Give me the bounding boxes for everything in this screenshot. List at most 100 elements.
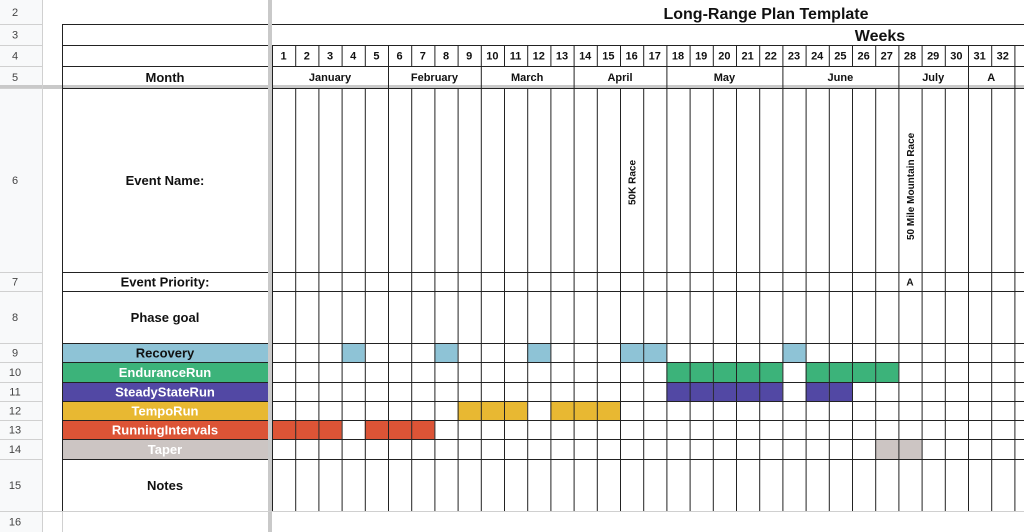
phase-label: SteadyStateRun [115, 385, 215, 400]
week-number: 17 [649, 51, 661, 63]
phase-week-cell[interactable] [457, 401, 481, 420]
weeks-label: Weeks [855, 28, 906, 45]
phase-week-cell[interactable] [666, 362, 690, 382]
phase-label-cell[interactable] [62, 420, 268, 439]
month-label: January [309, 72, 352, 84]
phase-week-cell[interactable] [272, 420, 296, 439]
phase-week-cell[interactable] [318, 420, 342, 439]
week-number: 24 [811, 51, 824, 63]
row-number: 7 [12, 277, 18, 289]
phase-week-cell[interactable] [828, 362, 852, 382]
week-number: 2 [304, 51, 310, 63]
phase-week-cell[interactable] [759, 382, 783, 401]
frozen-column-divider[interactable] [268, 0, 272, 532]
row-number: 13 [9, 425, 21, 437]
phase-week-cell[interactable] [712, 362, 736, 382]
month-label: Month [146, 70, 185, 85]
week-number: 32 [997, 51, 1009, 63]
phase-week-cell[interactable] [643, 343, 667, 362]
row-number: 16 [9, 517, 21, 529]
event-name-label: Event Name: [126, 173, 205, 188]
notes-label: Notes [147, 478, 183, 493]
phase-week-cell[interactable] [782, 343, 806, 362]
week-number: 16 [625, 51, 637, 63]
phase-week-cell[interactable] [596, 401, 620, 420]
phase-week-cell[interactable] [805, 362, 829, 382]
phase-label-cell[interactable] [62, 439, 268, 459]
week-number: 31 [973, 51, 985, 63]
phase-week-cell[interactable] [434, 343, 458, 362]
event-name: 50K Race [628, 160, 639, 205]
phase-week-cell[interactable] [666, 382, 690, 401]
phase-label: Taper [148, 442, 182, 457]
week-number: 5 [373, 51, 379, 63]
phase-week-cell[interactable] [736, 362, 760, 382]
phase-week-cell[interactable] [527, 343, 551, 362]
phase-label-cell[interactable] [62, 343, 268, 362]
row-number: 5 [12, 72, 18, 84]
week-number: 7 [420, 51, 426, 63]
week-number: 22 [765, 51, 777, 63]
week-number: 8 [443, 51, 449, 63]
phase-week-cell[interactable] [620, 343, 644, 362]
month-label: May [714, 72, 736, 84]
week-number: 18 [672, 51, 684, 63]
phase-week-cell[interactable] [504, 401, 528, 420]
phase-label-cell[interactable] [62, 382, 268, 401]
row-number: 3 [12, 30, 18, 42]
week-number: 19 [695, 51, 707, 63]
phase-week-cell[interactable] [689, 382, 713, 401]
week-number: 26 [857, 51, 869, 63]
week-number: 4 [350, 51, 357, 63]
week-number: 21 [741, 51, 753, 63]
week-number: 27 [881, 51, 893, 63]
row-number: 8 [12, 312, 18, 324]
week-number: 20 [718, 51, 730, 63]
phase-week-cell[interactable] [411, 420, 435, 439]
week-number: 28 [904, 51, 916, 63]
phase-week-cell[interactable] [805, 382, 829, 401]
row-number: 6 [12, 175, 18, 187]
phase-week-cell[interactable] [341, 343, 365, 362]
week-number: 14 [579, 51, 592, 63]
phase-week-cell[interactable] [550, 401, 574, 420]
week-number: 12 [533, 51, 545, 63]
phase-week-cell[interactable] [852, 362, 876, 382]
phase-week-cell[interactable] [573, 401, 597, 420]
phase-label: EnduranceRun [119, 365, 212, 380]
week-number: 3 [327, 51, 333, 63]
month-label: July [922, 72, 945, 84]
week-number: 15 [602, 51, 614, 63]
phase-week-cell[interactable] [388, 420, 412, 439]
phase-label-cell[interactable] [62, 401, 268, 420]
week-number: 11 [510, 51, 522, 63]
month-label: March [511, 72, 544, 84]
phase-week-cell[interactable] [480, 401, 504, 420]
row-number: 2 [12, 7, 18, 19]
row-number: 11 [9, 387, 20, 399]
phase-week-cell[interactable] [295, 420, 319, 439]
phase-week-cell[interactable] [875, 439, 899, 459]
row-number: 4 [12, 51, 18, 63]
phase-week-cell[interactable] [875, 362, 899, 382]
phase-label-cell[interactable] [62, 362, 268, 382]
phase-week-cell[interactable] [736, 382, 760, 401]
phase-week-cell[interactable] [759, 362, 783, 382]
month-label: February [411, 72, 459, 84]
month-label: June [828, 72, 854, 84]
frozen-row-divider[interactable] [0, 85, 1024, 89]
month-label: April [607, 72, 632, 84]
phase-week-cell[interactable] [689, 362, 713, 382]
phase-label: RunningIntervals [112, 423, 218, 438]
sheet-title: Long-Range Plan Template [663, 6, 868, 23]
phase-week-cell[interactable] [364, 420, 388, 439]
phase-week-cell[interactable] [898, 439, 922, 459]
row-number: 14 [9, 444, 21, 456]
phase-week-cell[interactable] [828, 382, 852, 401]
event-priority-value: A [906, 278, 913, 289]
week-number: 13 [556, 51, 568, 63]
week-number: 29 [927, 51, 939, 63]
phase-week-cell[interactable] [712, 382, 736, 401]
